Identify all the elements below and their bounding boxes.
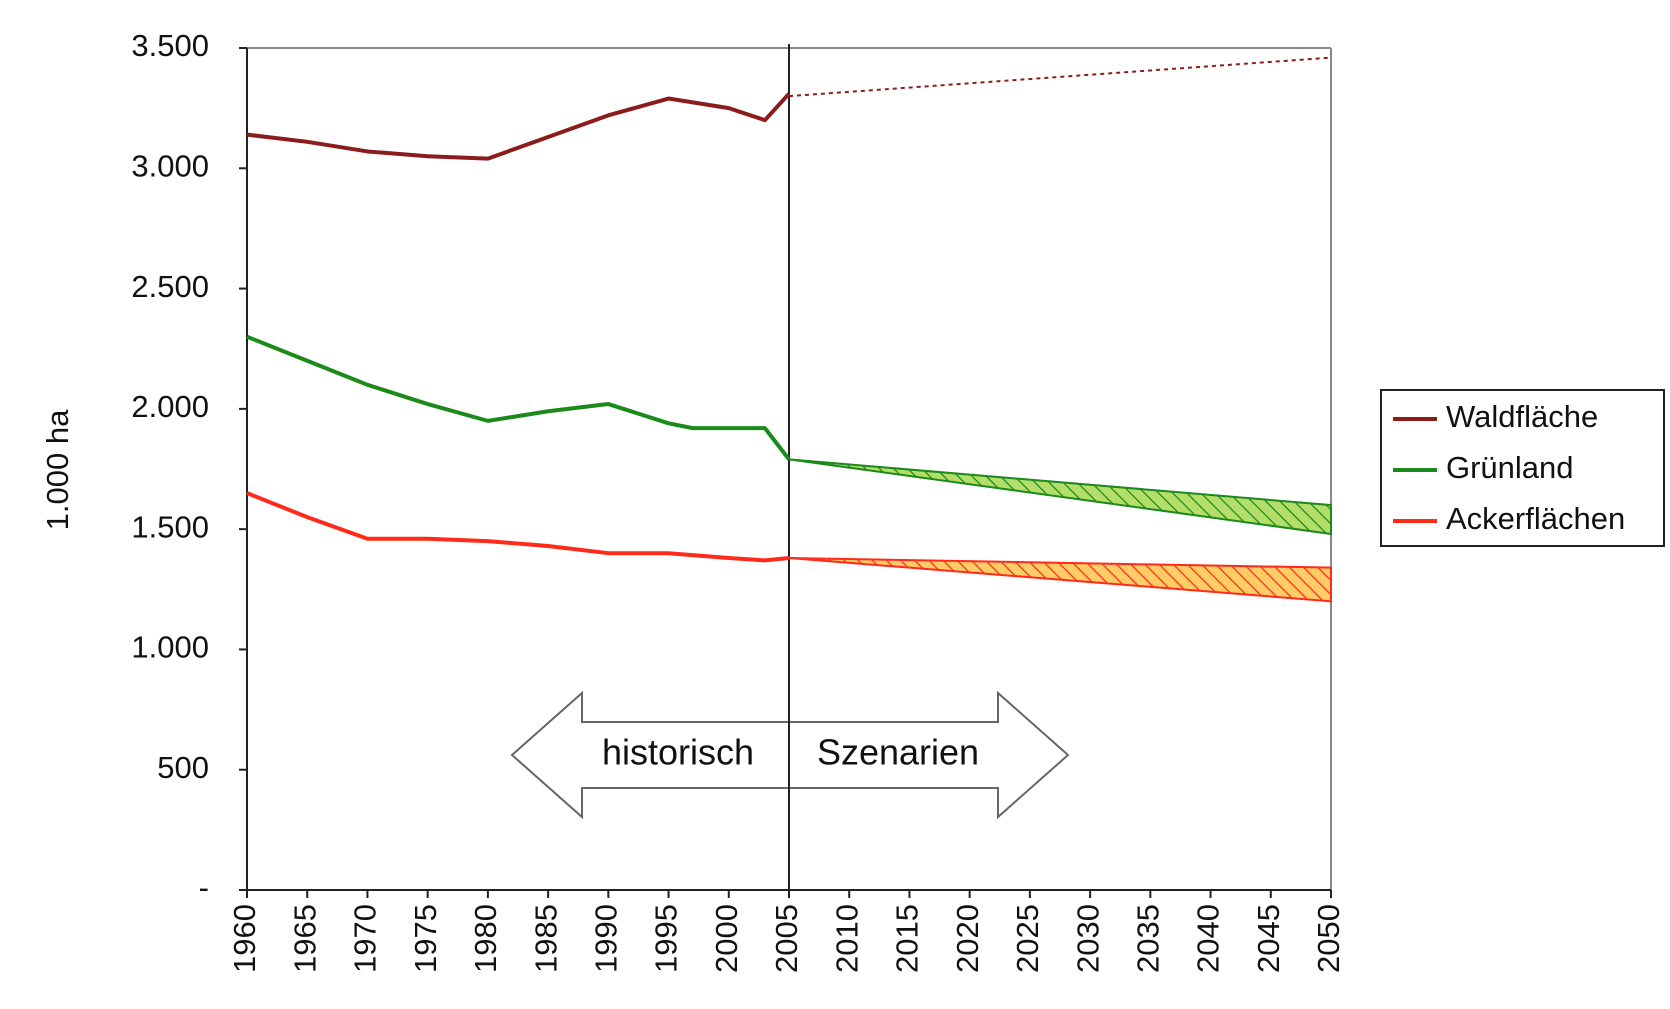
scenario-line [788, 56, 1332, 98]
y-axis-label: 1.000 ha [40, 409, 75, 530]
x-tick-label: 2025 [1010, 904, 1045, 973]
series-line [246, 92, 791, 161]
x-tick-label: 2020 [950, 904, 985, 973]
x-tick-label: 1985 [528, 904, 563, 973]
y-tick-label: 3.500 [131, 28, 209, 63]
annotation: historisch [602, 732, 754, 773]
arrows: historisch Szenarien [510, 690, 1070, 820]
x-tick-label: 2010 [829, 904, 864, 973]
legend-label: Waldfläche [1446, 399, 1598, 434]
x-tick-label: 1965 [287, 904, 322, 973]
y-tick-label: - [199, 870, 209, 905]
y-tick-label: 2.500 [131, 269, 209, 304]
x-tick-label: 1990 [589, 904, 624, 973]
x-tick-label: 1975 [408, 904, 443, 973]
x-tick-label: 1970 [348, 904, 383, 973]
x-tick-label: 1980 [468, 904, 503, 973]
legend-label: Ackerflächen [1446, 501, 1625, 536]
series-line [246, 334, 791, 461]
scenario-band [788, 458, 1332, 536]
x-tick-label: 2035 [1131, 904, 1166, 973]
x-tick-label: 2030 [1070, 904, 1105, 973]
x-tick-label: 2045 [1251, 904, 1286, 973]
x-tick-label: 2015 [890, 904, 925, 973]
y-tick-label: 1.500 [131, 509, 209, 544]
legend-label: Grünland [1446, 450, 1574, 485]
y-tick-label: 2.000 [131, 389, 209, 424]
x-tick-label: 1995 [649, 904, 684, 973]
y-tick-label: 1.000 [131, 630, 209, 665]
arrow-left [510, 690, 790, 820]
arrow-right [788, 690, 1070, 820]
x-tick-label: 2050 [1311, 904, 1346, 973]
series-line [246, 491, 790, 563]
x-tick-label: 2040 [1191, 904, 1226, 973]
annotation: Szenarien [817, 732, 979, 773]
scenario-band [788, 557, 1332, 603]
x-tick-label: 2000 [709, 904, 744, 973]
y-tick-label: 3.000 [131, 148, 209, 183]
y-tick-label: 500 [157, 750, 209, 785]
x-tick-label: 1960 [227, 904, 262, 973]
x-tick-label: 2005 [769, 904, 804, 973]
